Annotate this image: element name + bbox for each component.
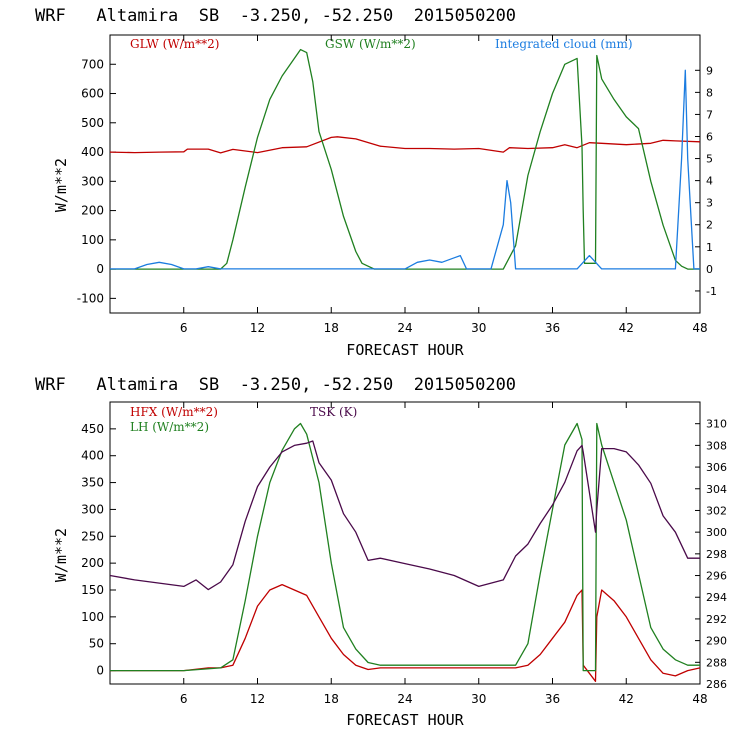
panel-top-y2-tick-label: 2 — [706, 219, 713, 232]
panel-bottom-frame — [109, 401, 701, 685]
panel-top-x-tick-label: 12 — [250, 321, 265, 335]
panel-bottom-y-tick-label: 150 — [81, 583, 104, 597]
panel-bottom-legend-hfx: HFX (W/m**2) — [130, 405, 218, 419]
panel-top-x-tick-label: 18 — [324, 321, 339, 335]
panel-bottom-legend-tsk: TSK (K) — [310, 405, 357, 419]
panel-top-y-tick-label: 0 — [96, 262, 104, 276]
panel-top-y2-tick-label: 6 — [706, 130, 713, 143]
panel-bottom-x-tick-label: 6 — [180, 692, 188, 706]
panel-bottom-x-tick-label: 18 — [324, 692, 339, 706]
panel-bottom-y2-tick-label: 290 — [706, 635, 727, 648]
panel-top-y-tick-label: 700 — [81, 57, 104, 71]
panel-top-series — [109, 48, 701, 270]
panel-top-x-tick-label: 6 — [180, 321, 188, 335]
panel-bottom-y2-tick-label: 302 — [706, 504, 727, 517]
panel-top-y2-tick-label: 3 — [706, 197, 713, 210]
panel-bottom-y-tick-label: 100 — [81, 610, 104, 624]
panel-top-x-tick-label: 24 — [397, 321, 412, 335]
panel-bottom-y2-tick-label: 306 — [706, 461, 727, 474]
panel-bottom-y2-tick-label: 300 — [706, 526, 727, 539]
panel-bottom-y2-tick-label: 298 — [706, 548, 727, 561]
panel-top-y-tick-label: 100 — [81, 233, 104, 247]
panel-bottom-y2-tick-label: 288 — [706, 656, 727, 669]
panel-top-x-tick-label: 30 — [471, 321, 486, 335]
panel-top-x-tick-label: 48 — [692, 321, 707, 335]
panel-top-y-axis-label: W/m**2 — [52, 158, 70, 212]
panel-top-y2-tick-label: -1 — [706, 285, 717, 298]
panel-top-legend-cloud: Integrated cloud (mm) — [495, 37, 633, 51]
panel-top-y-tick-label: 200 — [81, 204, 104, 218]
panel-bottom-x-tick-label: 48 — [692, 692, 707, 706]
panel-bottom-series-line-0 — [110, 583, 701, 682]
panel-bottom-y2-tick-label: 308 — [706, 439, 727, 452]
panel-top-y2-tick-label: 9 — [706, 64, 713, 77]
panel-bottom-series-line-2 — [109, 440, 700, 591]
panel-bottom-x-tick-label: 30 — [471, 692, 486, 706]
panel-bottom-y2-tick-label: 294 — [706, 591, 727, 604]
panel-bottom-legend-lh: LH (W/m**2) — [130, 420, 209, 434]
panel-bottom-x-tick-label: 42 — [619, 692, 634, 706]
panel-bottom-y-tick-label: 0 — [96, 664, 104, 678]
panel-bottom-series — [109, 422, 701, 682]
panel-bottom-x-tick-label: 36 — [545, 692, 560, 706]
panel-top-frame — [109, 34, 701, 314]
panel-top-y2-tick-label: 1 — [706, 241, 713, 254]
panel-bottom-y-tick-label: 400 — [81, 449, 104, 463]
panel-top-y2-tick-label: 8 — [706, 86, 713, 99]
panel-top-x-tick-label: 42 — [619, 321, 634, 335]
panel-top-x-axis-label: FORECAST HOUR — [346, 341, 464, 359]
panel-bottom-x-tick-label: 24 — [397, 692, 412, 706]
panel-top-series-line-0 — [109, 136, 701, 154]
panel-bottom-y-tick-label: 300 — [81, 502, 104, 516]
panel-top-y2-tick-label: 7 — [706, 108, 713, 121]
panel-top-y2-tick-label: 0 — [706, 263, 713, 276]
panel-bottom-y-tick-label: 450 — [81, 422, 104, 436]
panel-top-y-tick-label: 300 — [81, 174, 104, 188]
panel-bottom-y-tick-label: 250 — [81, 529, 104, 543]
panel-top-series-line-2 — [110, 69, 700, 270]
panel-top-y-tick-label: 400 — [81, 145, 104, 159]
panel-bottom-y2-tick-label: 292 — [706, 613, 727, 626]
panel-bottom-y2-tick-label: 296 — [706, 570, 727, 583]
panel-bottom-y-tick-label: 350 — [81, 476, 104, 490]
panel-bottom: WRF Altamira SB -3.250, -52.250 20150502… — [35, 375, 727, 729]
panel-bottom-x-tick-label: 12 — [250, 692, 265, 706]
panel-top-y2-tick-label: 5 — [706, 153, 713, 166]
panel-bottom-ticks: 6 12 18 24 30 36 42 48 0 50 100 150 200 250 300 350 400 4… — [81, 402, 727, 706]
panel-top-title: WRF Altamira SB -3.250, -52.250 20150502… — [35, 6, 516, 26]
panel-top-ticks: 6 12 18 24 30 36 42 48-100010020030040050060070… — [77, 35, 717, 335]
panel-top-y2-tick-label: 4 — [706, 175, 713, 188]
panel-bottom-y-axis-label: W/m**2 — [52, 528, 70, 582]
panel-bottom-y-tick-label: 200 — [81, 556, 104, 570]
panel-bottom-y2-tick-label: 286 — [706, 678, 727, 691]
panel-bottom-y2-tick-label: 310 — [706, 418, 727, 431]
panel-bottom-y2-tick-label: 304 — [706, 483, 727, 496]
panel-top-y-tick-label: 600 — [81, 87, 104, 101]
panel-top-y-tick-label: -100 — [77, 291, 104, 305]
panel-bottom-x-axis-label: FORECAST HOUR — [346, 711, 464, 729]
panel-top-legend-gsw: GSW (W/m**2) — [325, 37, 416, 51]
panel-bottom-title: WRF Altamira SB -3.250, -52.250 20150502… — [35, 375, 516, 395]
panel-top: WRF Altamira SB -3.250, -52.250 20150502… — [35, 6, 717, 359]
panel-top-y-tick-label: 500 — [81, 116, 104, 130]
panel-top-x-tick-label: 36 — [545, 321, 560, 335]
panel-top-series-line-1 — [110, 48, 700, 270]
panel-bottom-y-tick-label: 50 — [89, 637, 104, 651]
panel-top-legend-glw: GLW (W/m**2) — [130, 37, 219, 51]
panel-bottom-series-line-1 — [110, 422, 700, 672]
